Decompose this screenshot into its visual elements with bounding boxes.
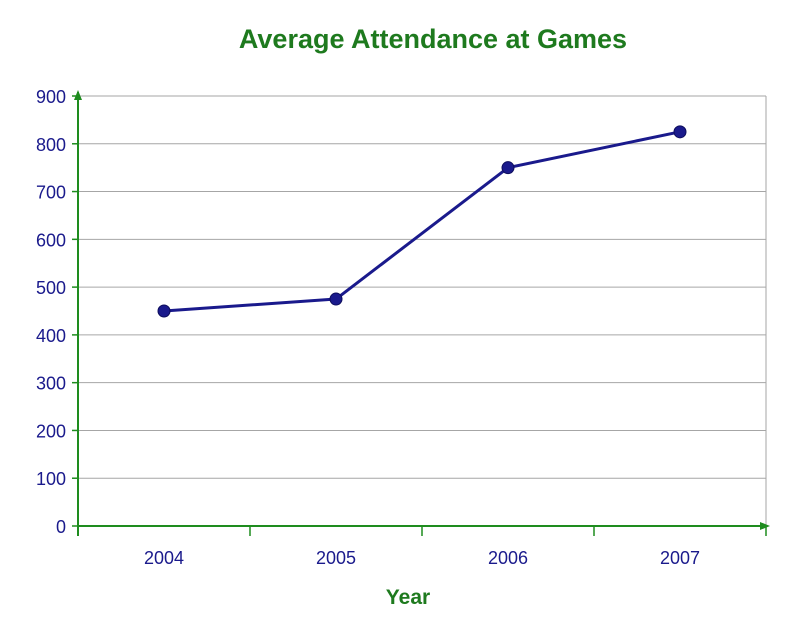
y-tick-label: 800 [36, 135, 66, 155]
y-tick-label: 100 [36, 469, 66, 489]
y-tick-label: 500 [36, 278, 66, 298]
data-point [501, 161, 515, 175]
x-tick-label: 2005 [316, 548, 356, 568]
data-point [673, 125, 687, 139]
x-tick-label: 2007 [660, 548, 700, 568]
data-point [329, 292, 343, 306]
x-tick-label: 2004 [144, 548, 184, 568]
y-tick-label: 600 [36, 230, 66, 250]
chart-title: Average Attendance at Games [238, 24, 628, 54]
data-point [157, 304, 171, 318]
x-axis-arrow [760, 522, 770, 530]
y-tick-label: 0 [56, 517, 66, 537]
x-axis-label: Year [385, 586, 431, 609]
x-tick-label: 2006 [488, 548, 528, 568]
y-tick-label: 400 [36, 326, 66, 346]
y-tick-label: 700 [36, 183, 66, 203]
series-line [163, 130, 681, 313]
y-tick-label: 200 [36, 421, 66, 441]
y-tick-label: 900 [36, 87, 66, 107]
y-axis-arrow [74, 90, 82, 100]
y-tick-label: 300 [36, 374, 66, 394]
